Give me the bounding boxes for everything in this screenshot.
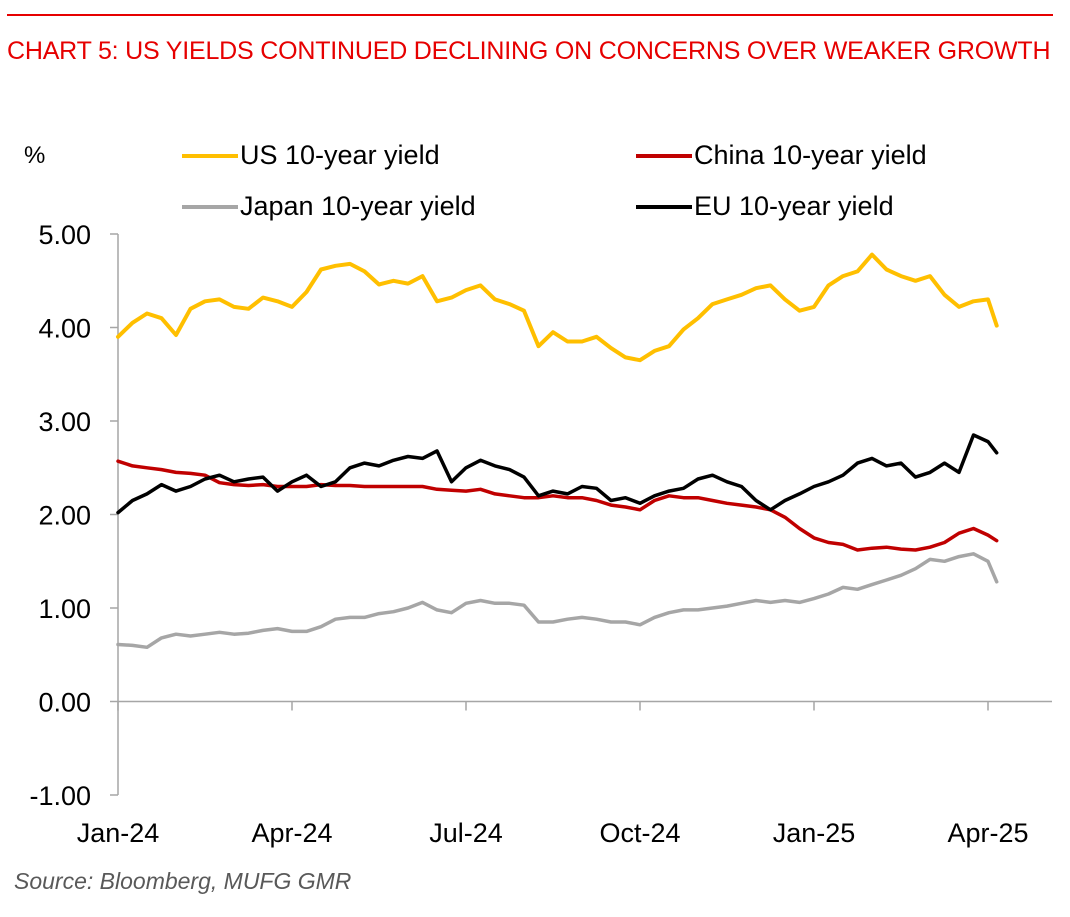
legend-label-eu: EU 10-year yield: [694, 191, 894, 221]
x-tick-label: Apr-24: [251, 818, 332, 848]
y-tick-label: -1.00: [29, 781, 91, 811]
legend-swatch-us: [182, 153, 238, 158]
legend-swatch-china: [636, 153, 692, 158]
legend-item-eu: EU 10-year yield: [636, 191, 894, 222]
source-note: Source: Bloomberg, MUFG GMR: [14, 868, 352, 894]
x-tick-label: Apr-25: [947, 818, 1028, 848]
series-line-us: [116, 252, 999, 363]
y-tick-label: 2.00: [38, 501, 91, 531]
legend-label-japan: Japan 10-year yield: [240, 191, 476, 221]
legend-item-china: China 10-year yield: [636, 140, 927, 171]
x-tick-label: Jan-24: [77, 818, 160, 848]
y-tick-label: 3.00: [38, 407, 91, 437]
x-tick-label: Jan-25: [773, 818, 856, 848]
chart-title: CHART 5: US YIELDS CONTINUED DECLINING O…: [7, 37, 1051, 65]
legend-item-japan: Japan 10-year yield: [182, 191, 476, 222]
legend-label-china: China 10-year yield: [694, 140, 927, 170]
legend-swatch-japan: [182, 204, 238, 209]
y-tick-label: 0.00: [38, 688, 91, 718]
y-axis-unit-label: %: [24, 142, 46, 169]
top-rule: [7, 14, 1053, 16]
y-tick-label: 1.00: [38, 594, 91, 624]
legend-label-us: US 10-year yield: [240, 140, 440, 170]
series-line-china: [116, 459, 999, 552]
legend-swatch-eu: [636, 204, 692, 209]
y-tick-label: 4.00: [38, 314, 91, 344]
series-line-eu: [116, 433, 999, 515]
legend-item-us: US 10-year yield: [182, 140, 440, 171]
series-line-japan: [116, 552, 999, 650]
x-tick-label: Jul-24: [429, 818, 503, 848]
x-tick-label: Oct-24: [599, 818, 680, 848]
y-tick-label: 5.00: [38, 220, 91, 250]
